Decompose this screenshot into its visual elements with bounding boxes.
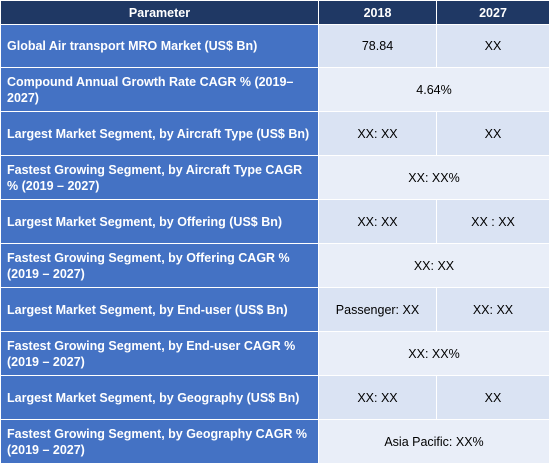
header-parameter: Parameter: [1, 1, 319, 25]
table-row: Largest Market Segment, by Geography (US…: [1, 376, 549, 420]
row-value-2018: XX: XX: [319, 200, 437, 244]
row-parameter-label: Largest Market Segment, by Geography (US…: [1, 376, 319, 420]
table-header-row: Parameter 2018 2027: [1, 1, 549, 25]
row-parameter-label: Fastest Growing Segment, by End-user CAG…: [1, 332, 319, 376]
row-value-2027: XX: [437, 376, 549, 420]
row-parameter-label: Largest Market Segment, by End-user (US$…: [1, 288, 319, 332]
row-value-merged: XX: XX: [319, 244, 549, 288]
table-row: Compound Annual Growth Rate CAGR % (2019…: [1, 68, 549, 112]
row-parameter-label: Fastest Growing Segment, by Offering CAG…: [1, 244, 319, 288]
table-row: Global Air transport MRO Market (US$ Bn)…: [1, 25, 549, 68]
header-2027: 2027: [437, 1, 549, 25]
row-value-2027: XX: [437, 25, 549, 68]
table-row: Largest Market Segment, by Aircraft Type…: [1, 112, 549, 156]
table-row: Fastest Growing Segment, by Aircraft Typ…: [1, 156, 549, 200]
row-parameter-label: Largest Market Segment, by Aircraft Type…: [1, 112, 319, 156]
table-row: Fastest Growing Segment, by Geography CA…: [1, 420, 549, 464]
table-row: Largest Market Segment, by End-user (US$…: [1, 288, 549, 332]
row-value-merged: Asia Pacific: XX%: [319, 420, 549, 464]
row-value-merged: XX: XX%: [319, 332, 549, 376]
row-value-2027: XX: XX: [437, 288, 549, 332]
row-value-merged: XX: XX%: [319, 156, 549, 200]
table-row: Fastest Growing Segment, by End-user CAG…: [1, 332, 549, 376]
row-parameter-label: Fastest Growing Segment, by Geography CA…: [1, 420, 319, 464]
header-2018: 2018: [319, 1, 437, 25]
row-parameter-label: Largest Market Segment, by Offering (US$…: [1, 200, 319, 244]
row-value-2027: XX : XX: [437, 200, 549, 244]
row-value-merged: 4.64%: [319, 68, 549, 112]
row-value-2018: XX: XX: [319, 112, 437, 156]
row-parameter-label: Compound Annual Growth Rate CAGR % (2019…: [1, 68, 319, 112]
row-parameter-label: Global Air transport MRO Market (US$ Bn): [1, 25, 319, 68]
table-row: Largest Market Segment, by Offering (US$…: [1, 200, 549, 244]
row-value-2018: 78.84: [319, 25, 437, 68]
row-value-2018: Passenger: XX: [319, 288, 437, 332]
row-value-2018: XX: XX: [319, 376, 437, 420]
row-parameter-label: Fastest Growing Segment, by Aircraft Typ…: [1, 156, 319, 200]
row-value-2027: XX: [437, 112, 549, 156]
table-row: Fastest Growing Segment, by Offering CAG…: [1, 244, 549, 288]
